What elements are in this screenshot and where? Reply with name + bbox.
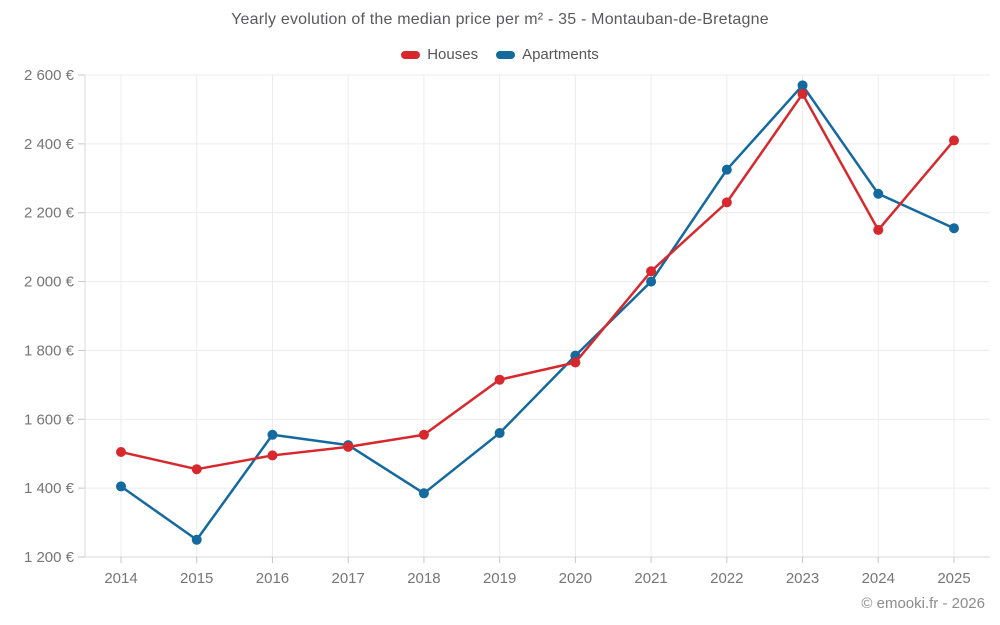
x-tick-label: 2014 xyxy=(104,570,137,587)
data-point-apartments-2019[interactable] xyxy=(494,428,505,439)
data-point-houses-2021[interactable] xyxy=(646,266,657,277)
x-tick-label: 2016 xyxy=(256,570,289,587)
data-point-apartments-2016[interactable] xyxy=(267,429,278,440)
data-point-apartments-2022[interactable] xyxy=(721,164,732,175)
x-tick-label: 2024 xyxy=(862,570,895,587)
x-tick-label: 2019 xyxy=(483,570,516,587)
data-point-apartments-2023[interactable] xyxy=(797,80,808,91)
x-tick-label: 2018 xyxy=(407,570,440,587)
data-point-houses-2014[interactable] xyxy=(116,446,126,457)
x-tick-label: 2021 xyxy=(634,570,667,587)
y-tick-label: 2 200 € xyxy=(24,205,75,222)
data-point-houses-2015[interactable] xyxy=(191,464,202,475)
legend-item-houses[interactable]: Houses xyxy=(401,46,478,63)
x-tick-label: 2023 xyxy=(786,570,819,587)
x-tick-label: 2025 xyxy=(937,570,970,587)
data-point-houses-2023[interactable] xyxy=(797,88,808,99)
y-tick-label: 1 800 € xyxy=(24,342,75,359)
data-point-houses-2024[interactable] xyxy=(873,224,884,235)
houses-legend-label: Houses xyxy=(427,46,479,63)
x-tick-label: 2022 xyxy=(710,570,743,587)
copyright-text: © emooki.fr - 2026 xyxy=(861,595,985,612)
y-tick-label: 2 400 € xyxy=(24,136,75,153)
data-point-houses-2018[interactable] xyxy=(418,429,429,440)
chart-legend: Houses Apartments xyxy=(0,46,1000,63)
houses-legend-swatch xyxy=(401,50,421,59)
x-tick-label: 2015 xyxy=(180,570,213,587)
y-tick-label: 1 200 € xyxy=(24,549,75,566)
apartments-legend-swatch xyxy=(496,50,516,59)
series-line-houses xyxy=(120,92,955,471)
y-tick-label: 1 400 € xyxy=(24,480,75,497)
data-point-houses-2019[interactable] xyxy=(494,374,505,385)
data-point-houses-2020[interactable] xyxy=(570,357,581,368)
data-point-houses-2017[interactable] xyxy=(343,441,354,452)
data-point-houses-2022[interactable] xyxy=(721,197,732,208)
x-tick-label: 2020 xyxy=(559,570,592,587)
data-point-houses-2016[interactable] xyxy=(267,450,278,461)
data-point-apartments-2024[interactable] xyxy=(873,188,884,199)
data-point-apartments-2018[interactable] xyxy=(418,488,429,499)
apartments-legend-label: Apartments xyxy=(522,46,599,63)
legend-item-apartments[interactable]: Apartments xyxy=(496,46,599,63)
x-tick-label: 2017 xyxy=(331,570,364,587)
data-point-houses-2025[interactable] xyxy=(949,135,959,146)
y-tick-label: 2 000 € xyxy=(24,274,75,291)
data-point-apartments-2014[interactable] xyxy=(116,481,126,492)
chart-title: Yearly evolution of the median price per… xyxy=(231,11,769,28)
data-point-apartments-2025[interactable] xyxy=(949,223,959,234)
series-line-apartments xyxy=(120,84,955,542)
data-point-apartments-2021[interactable] xyxy=(646,276,657,287)
y-tick-label: 2 600 € xyxy=(24,67,75,84)
y-tick-label: 1 600 € xyxy=(24,411,75,428)
data-point-apartments-2015[interactable] xyxy=(191,534,202,545)
